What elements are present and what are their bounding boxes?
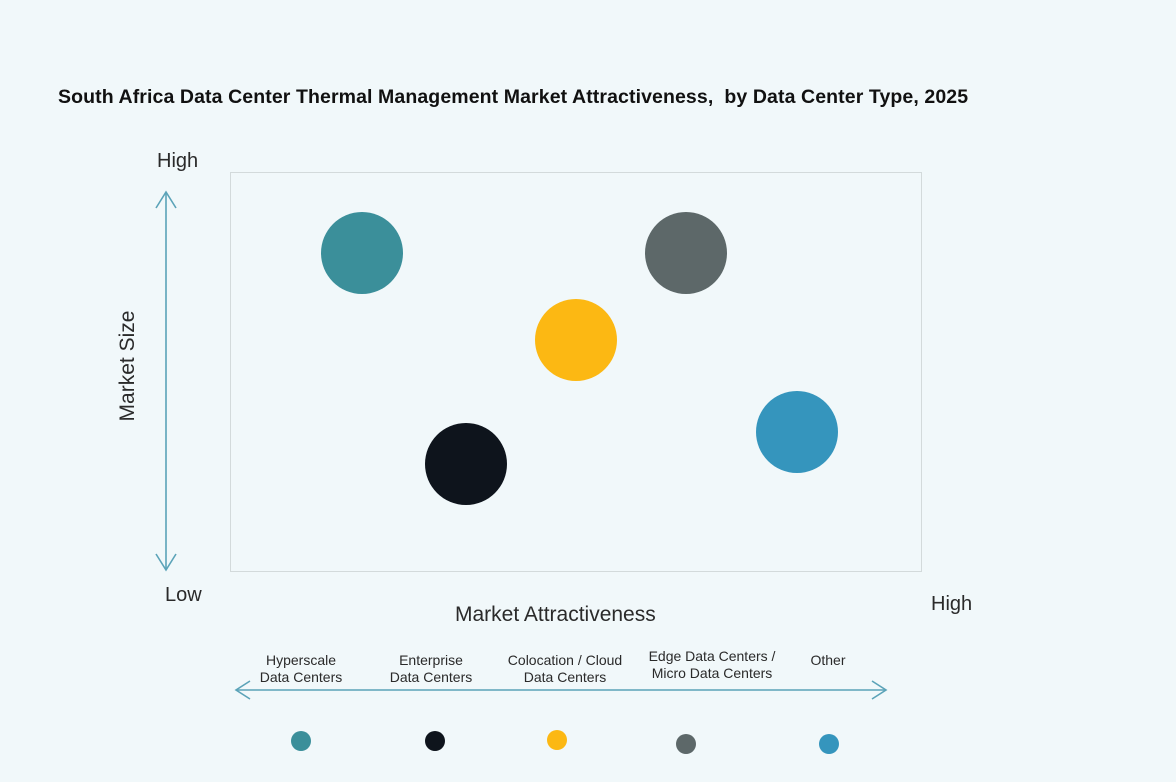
y-axis-high-label: High: [157, 150, 199, 172]
bubble-edge-micro: [645, 211, 728, 294]
legend-dot-hyperscale: [291, 731, 311, 751]
x-axis-high-label: High: [931, 593, 973, 615]
legend-arrow-right-icon: [871, 680, 888, 700]
y-axis-low-label: Low: [165, 584, 202, 606]
legend-label-other: Other: [810, 652, 846, 668]
legend-label-enterprise: Enterprise Data Centers: [389, 652, 473, 685]
legend-dot-edge-micro: [676, 734, 696, 754]
plot-area: [230, 172, 922, 572]
y-axis-arrow-down-icon: [155, 553, 177, 572]
legend-label-colocation-cloud: Colocation / Cloud Data Centers: [507, 652, 623, 685]
y-axis-arrow-up-icon: [155, 190, 177, 209]
chart-title: South Africa Data Center Thermal Managem…: [58, 86, 969, 108]
bubble-hyperscale: [321, 211, 404, 294]
legend-dot-other: [819, 734, 839, 754]
bubble-other: [755, 390, 838, 473]
legend-label-hyperscale: Hyperscale Data Centers: [259, 652, 343, 685]
legend-label-edge-micro: Edge Data Centers / Micro Data Centers: [648, 648, 776, 681]
bubble-colocation-cloud: [535, 299, 617, 382]
bubble-enterprise: [424, 422, 507, 505]
x-axis-title: Market Attractiveness: [455, 603, 656, 626]
legend-dot-colocation-cloud: [547, 730, 567, 750]
legend-arrow-left-icon: [234, 680, 251, 700]
legend-dot-enterprise: [425, 731, 445, 751]
